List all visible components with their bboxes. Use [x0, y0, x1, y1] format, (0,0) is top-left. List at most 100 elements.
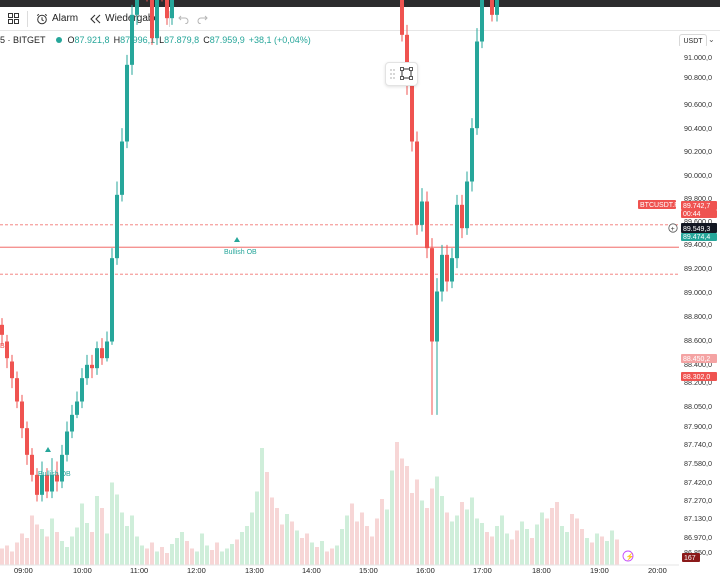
volume-bar: [385, 509, 389, 565]
candle-body[interactable]: [60, 454, 64, 482]
candle-body[interactable]: [120, 141, 124, 195]
plus-icon[interactable]: +: [671, 226, 675, 233]
redo-button[interactable]: [193, 9, 212, 29]
last-price-tag-bg: [681, 201, 717, 210]
volume-bar: [415, 479, 419, 565]
candle-body[interactable]: [425, 201, 429, 249]
time-axis-label: 20:00: [648, 566, 667, 573]
volume-bar: [430, 488, 434, 565]
candle-body[interactable]: [415, 141, 419, 225]
candle-body[interactable]: [130, 14, 134, 65]
level-price-tag: 88.450,2: [683, 356, 710, 363]
volume-bar: [605, 541, 609, 565]
candle-body[interactable]: [110, 258, 114, 342]
drag-handle-icon[interactable]: [389, 68, 397, 80]
candle-body[interactable]: [490, 0, 494, 15]
volume-bar: [365, 526, 369, 565]
volume-bar: [20, 533, 24, 565]
candle-body[interactable]: [435, 291, 439, 342]
volume-bar: [545, 518, 549, 565]
candle-body[interactable]: [495, 0, 499, 15]
candle-body[interactable]: [90, 364, 94, 369]
volume-bar: [55, 532, 59, 565]
candle-body[interactable]: [450, 258, 454, 282]
candle-body[interactable]: [405, 34, 409, 85]
candle-body[interactable]: [115, 194, 119, 259]
price-axis-background[interactable]: [679, 46, 720, 573]
volume-bar: [0, 548, 4, 565]
candle-body[interactable]: [455, 204, 459, 259]
volume-bar: [560, 526, 564, 565]
lightning-button[interactable]: [622, 550, 634, 562]
candle-body[interactable]: [15, 378, 19, 402]
candle-body[interactable]: [0, 324, 4, 335]
candle-body[interactable]: [45, 474, 49, 492]
volume-bar: [270, 497, 274, 565]
candle-body[interactable]: [400, 0, 404, 35]
candle-body[interactable]: [80, 378, 84, 402]
candle-body[interactable]: [150, 0, 154, 39]
volume-bar: [600, 536, 604, 565]
select-area-icon[interactable]: [400, 67, 413, 80]
candle-body[interactable]: [155, 0, 159, 39]
layout-grid-button[interactable]: [0, 9, 23, 29]
time-axis-label: 10:00: [73, 566, 92, 573]
candle-body[interactable]: [65, 431, 69, 455]
undo-button[interactable]: [174, 9, 193, 29]
candle-body[interactable]: [35, 474, 39, 495]
volume-bar: [265, 472, 269, 565]
low-label: L: [159, 34, 165, 45]
candle-body[interactable]: [460, 204, 464, 229]
add-alert-circle[interactable]: [668, 223, 678, 233]
candle-body[interactable]: [125, 64, 129, 142]
candle-body[interactable]: [470, 128, 474, 182]
candle-body[interactable]: [55, 474, 59, 482]
candle-body[interactable]: [5, 341, 9, 359]
volume-bar: [305, 533, 309, 565]
volume-bar: [525, 529, 529, 565]
candle-body[interactable]: [70, 414, 74, 432]
high-label: H: [113, 34, 121, 45]
candle-body[interactable]: [440, 254, 444, 292]
candle-body[interactable]: [480, 0, 484, 42]
candle-body[interactable]: [105, 341, 109, 359]
lightning-icon[interactable]: ⚡: [626, 552, 635, 561]
candle-body[interactable]: [165, 0, 169, 19]
volume-bar: [455, 515, 459, 565]
candle-body[interactable]: [135, 0, 139, 15]
volume-bar: [290, 521, 294, 565]
candle-body[interactable]: [465, 181, 469, 229]
candle-body[interactable]: [430, 248, 434, 342]
level-price-tag: 89.474,4: [683, 234, 710, 241]
symbol-exchange-label[interactable]: 5 · BITGET: [0, 34, 46, 45]
volume-bar: [320, 541, 324, 565]
candle-body[interactable]: [475, 41, 479, 129]
candle-body[interactable]: [20, 401, 24, 429]
price-axis-label: 88.200,0: [684, 378, 712, 387]
candle-body[interactable]: [30, 454, 34, 475]
redo-icon: [197, 15, 208, 24]
candle-body[interactable]: [100, 348, 104, 359]
volume-bar: [50, 518, 54, 565]
symbol-price-tag: BTCUSDT.P: [640, 202, 679, 209]
candle-body[interactable]: [85, 364, 89, 379]
level-price-tag-bg: [681, 354, 717, 363]
candle-body[interactable]: [170, 0, 174, 19]
candle-body[interactable]: [420, 201, 424, 225]
candle-body[interactable]: [410, 84, 414, 142]
candle-body[interactable]: [10, 361, 14, 379]
candle-body[interactable]: [95, 348, 99, 369]
alert-label: Alarm: [52, 13, 79, 24]
candle-body[interactable]: [75, 401, 79, 415]
alert-button[interactable]: Alarm: [32, 9, 82, 29]
volume-bar: [460, 502, 464, 565]
candle-body[interactable]: [445, 254, 449, 282]
price-axis-label: 89.800,0: [684, 194, 712, 203]
candle-body[interactable]: [40, 474, 44, 495]
volume-bar: [310, 542, 314, 565]
candle-body[interactable]: [25, 428, 29, 455]
price-axis-label: 87.900,0: [684, 422, 712, 431]
candle-body[interactable]: [50, 474, 54, 492]
floating-selection-toolbar[interactable]: [385, 62, 418, 86]
